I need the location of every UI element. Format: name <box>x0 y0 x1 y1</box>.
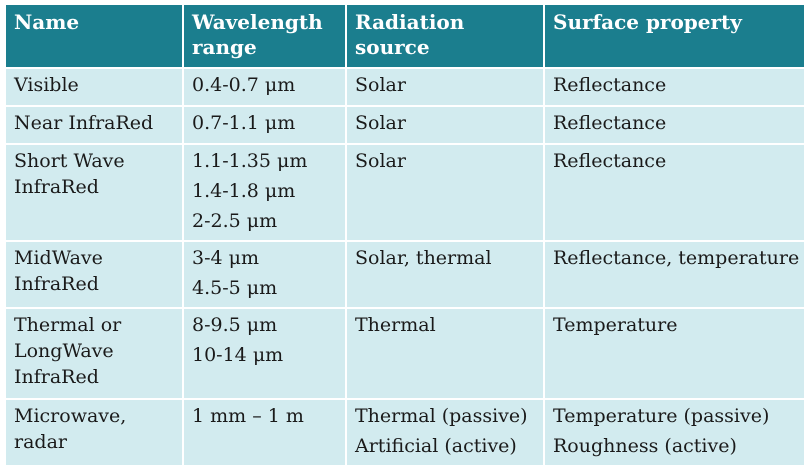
cell-name-line: Near InfraRed <box>14 112 154 134</box>
cell-property-line: Reflectance, temperature <box>553 247 800 269</box>
cell-name-line: InfraRed <box>14 366 99 388</box>
cell-property: Reflectance <box>544 105 804 144</box>
cell-property: Reflectance <box>544 143 804 241</box>
cell-source: Solar <box>346 105 545 144</box>
cell-wavelength: 8-9.5 μm 10-14 μm <box>183 307 347 399</box>
table-row: MidWave InfraRed 3-4 μm 4.5-5 μm Solar, … <box>6 240 804 308</box>
header-wavelength-line-1: Wavelength <box>192 10 323 34</box>
cell-name-line: InfraRed <box>14 273 99 295</box>
cell-property-line: Roughness (active) <box>553 435 737 457</box>
cell-source: Thermal <box>346 307 545 399</box>
table-row: Short Wave InfraRed 1.1-1.35 μm 1.4-1.8 … <box>6 143 804 241</box>
header-source-line-2: source <box>355 35 430 59</box>
table-row: Thermal or LongWave InfraRed 8-9.5 μm 10… <box>6 307 804 399</box>
cell-source-line: Solar, thermal <box>355 247 492 269</box>
cell-source-line: Solar <box>355 74 406 96</box>
cell-property-line: Temperature <box>553 314 678 336</box>
header-property: Surface property <box>544 5 804 68</box>
cell-name: Microwave, radar <box>6 398 184 465</box>
cell-wavelength-line: 1 mm – 1 m <box>192 405 304 427</box>
cell-wavelength-line: 10-14 μm <box>192 344 284 366</box>
cell-property-line: Reflectance <box>553 150 667 172</box>
cell-source: Solar <box>346 67 545 106</box>
table-row: Near InfraRed 0.7-1.1 μm Solar Reflectan… <box>6 105 804 144</box>
cell-source-line: Solar <box>355 112 406 134</box>
table-row: Visible 0.4-0.7 μm Solar Reflectance <box>6 67 804 106</box>
cell-property: Reflectance, temperature <box>544 240 804 308</box>
cell-wavelength-line: 1.1-1.35 μm <box>192 150 308 172</box>
cell-name-line: Visible <box>14 74 79 96</box>
header-source-line-1: Radiation <box>355 10 465 34</box>
cell-source-line: Thermal <box>355 314 436 336</box>
cell-wavelength: 0.4-0.7 μm <box>183 67 347 106</box>
cell-wavelength-line: 1.4-1.8 μm <box>192 180 296 202</box>
cell-wavelength: 1 mm – 1 m <box>183 398 347 465</box>
cell-source-line: Artificial (active) <box>355 435 517 457</box>
cell-wavelength: 3-4 μm 4.5-5 μm <box>183 240 347 308</box>
cell-property: Temperature <box>544 307 804 399</box>
cell-wavelength: 0.7-1.1 μm <box>183 105 347 144</box>
header-wavelength-line-2: range <box>192 35 257 59</box>
cell-name: MidWave InfraRed <box>6 240 184 308</box>
cell-name: Short Wave InfraRed <box>6 143 184 241</box>
cell-wavelength-line: 4.5-5 μm <box>192 277 278 299</box>
table-row: Microwave, radar 1 mm – 1 m Thermal (pas… <box>6 398 804 465</box>
cell-property-line: Temperature (passive) <box>553 405 770 427</box>
cell-source-line: Thermal (passive) <box>355 405 528 427</box>
cell-wavelength-line: 2-2.5 μm <box>192 210 278 232</box>
cell-property: Reflectance <box>544 67 804 106</box>
header-property-line: Surface property <box>553 10 742 34</box>
cell-property-line: Reflectance <box>553 112 667 134</box>
cell-name: Visible <box>6 67 184 106</box>
header-wavelength: Wavelength range <box>183 5 347 68</box>
cell-name-line: MidWave <box>14 247 103 269</box>
cell-source: Solar <box>346 143 545 241</box>
cell-name-line: radar <box>14 431 67 453</box>
cell-wavelength-line: 8-9.5 μm <box>192 314 278 336</box>
cell-source-line: Solar <box>355 150 406 172</box>
cell-wavelength: 1.1-1.35 μm 1.4-1.8 μm 2-2.5 μm <box>183 143 347 241</box>
cell-source: Solar, thermal <box>346 240 545 308</box>
cell-property-line: Reflectance <box>553 74 667 96</box>
cell-name: Thermal or LongWave InfraRed <box>6 307 184 399</box>
header-source: Radiation source <box>346 5 545 68</box>
cell-source: Thermal (passive) Artificial (active) <box>346 398 545 465</box>
header-name-line: Name <box>14 10 80 34</box>
cell-name-line: Microwave, <box>14 405 127 427</box>
cell-name-line: InfraRed <box>14 176 99 198</box>
cell-name: Near InfraRed <box>6 105 184 144</box>
cell-name-line: Short Wave <box>14 150 125 172</box>
cell-wavelength-line: 0.7-1.1 μm <box>192 112 296 134</box>
cell-name-line: Thermal or <box>14 314 122 336</box>
cell-wavelength-line: 3-4 μm <box>192 247 260 269</box>
header-row: Name Wavelength range Radiation source S… <box>6 5 804 68</box>
header-name: Name <box>6 5 184 68</box>
cell-name-line: LongWave <box>14 340 114 362</box>
spectral-bands-table-container: Name Wavelength range Radiation source S… <box>6 5 804 465</box>
cell-wavelength-line: 0.4-0.7 μm <box>192 74 296 96</box>
cell-property: Temperature (passive) Roughness (active) <box>544 398 804 465</box>
spectral-bands-table: Name Wavelength range Radiation source S… <box>6 5 804 465</box>
